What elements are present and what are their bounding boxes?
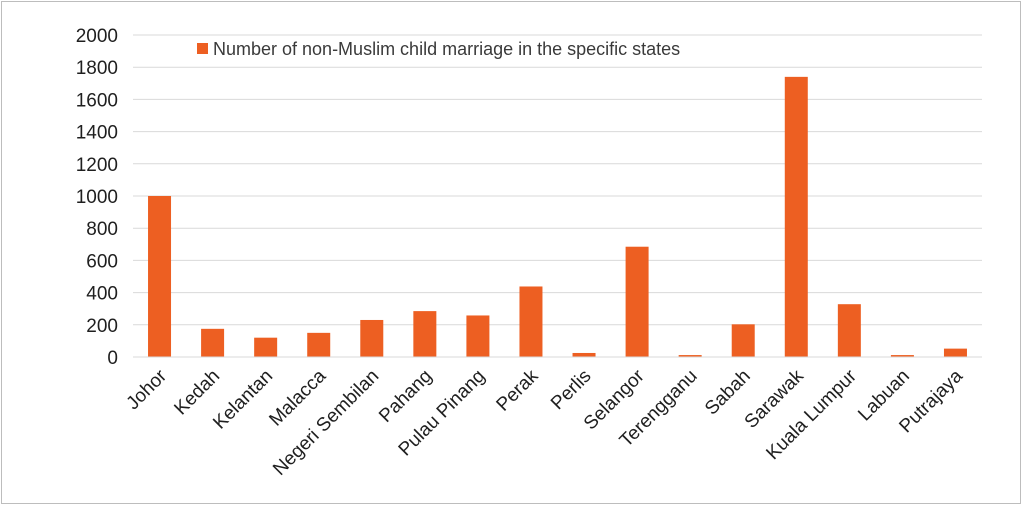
y-axis-ticks: 0 200 400 600 800 1000 1200 1400 1600 1800 2000	[76, 26, 118, 369]
bar-perak	[519, 286, 543, 357]
bar-terengganu	[678, 355, 702, 357]
y-tick-label: 1800	[76, 58, 118, 79]
bar-sarawak	[784, 76, 808, 358]
legend: Number of non-Muslim child marriage in t…	[197, 39, 680, 59]
bar-johor	[148, 196, 172, 357]
y-tick-label: 600	[86, 251, 118, 272]
bar-selangor	[625, 246, 649, 357]
bar-kedah	[201, 328, 225, 357]
bar-labuan	[890, 355, 914, 357]
bar-perlis	[572, 352, 596, 357]
legend-label: Number of non-Muslim child marriage in t…	[213, 39, 680, 59]
x-tick-label: Perlis	[547, 366, 595, 414]
y-tick-label: 400	[86, 284, 118, 305]
x-tick-label: Perak	[493, 365, 543, 415]
bar-kuala-lumpur	[837, 304, 861, 357]
bar-pulau-pinang	[466, 315, 490, 357]
y-tick-label: 2000	[76, 26, 118, 47]
gridlines	[133, 34, 982, 326]
bar-sabah	[731, 324, 755, 357]
y-tick-label: 0	[107, 348, 118, 369]
y-tick-label: 800	[86, 219, 118, 240]
y-tick-label: 200	[86, 316, 118, 337]
bars	[148, 76, 967, 358]
legend-swatch	[197, 43, 208, 54]
x-tick-label: Kelantan	[209, 366, 277, 434]
y-tick-label: 1000	[76, 187, 118, 208]
y-tick-label: 1400	[76, 123, 118, 144]
bar-kelantan	[254, 337, 278, 357]
bar-putrajaya	[943, 348, 967, 357]
bar-negeri-sembilan	[360, 319, 384, 357]
bar-pahang	[413, 311, 437, 357]
x-tick-label: Johor	[123, 365, 172, 414]
y-tick-label: 1600	[76, 90, 118, 111]
bar-malacca	[307, 332, 331, 357]
y-tick-label: 1200	[76, 155, 118, 176]
